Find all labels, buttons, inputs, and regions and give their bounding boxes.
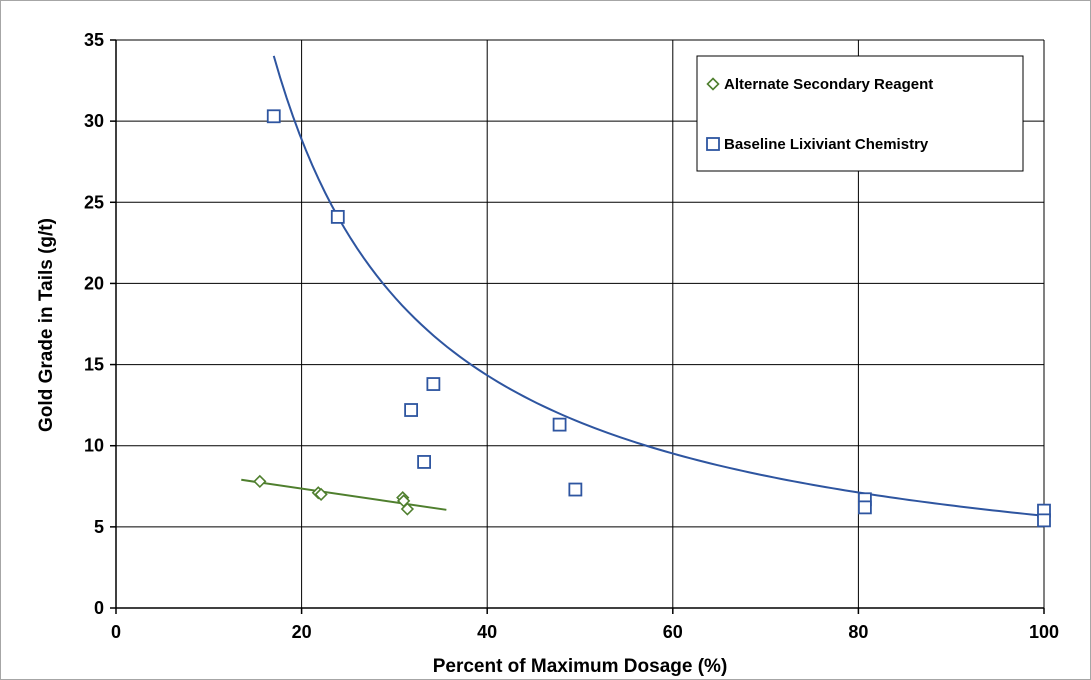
y-tick-label: 35 bbox=[84, 30, 104, 50]
y-axis-title: Gold Grade in Tails (g/t) bbox=[36, 218, 57, 432]
data-point-series-2 bbox=[330, 209, 345, 224]
y-tick-label: 0 bbox=[94, 598, 104, 618]
x-tick-label: 0 bbox=[111, 622, 121, 642]
legend-label-series-1: Alternate Secondary Reagent bbox=[724, 76, 933, 93]
trendline-series-2 bbox=[272, 55, 1045, 517]
trendlines bbox=[241, 55, 1045, 517]
y-tick-label: 15 bbox=[84, 355, 104, 375]
data-point-series-2 bbox=[417, 455, 431, 469]
data-point-series-2 bbox=[266, 109, 281, 124]
data-points bbox=[253, 109, 1051, 528]
x-tick-label: 20 bbox=[292, 622, 312, 642]
x-tick-label: 60 bbox=[663, 622, 683, 642]
x-axis-title: Percent of Maximum Dosage (%) bbox=[433, 656, 728, 677]
legend-marker-series-2 bbox=[706, 137, 720, 151]
x-tick-label: 100 bbox=[1029, 622, 1059, 642]
legend-marker-series-1 bbox=[706, 77, 720, 91]
y-tick-label: 10 bbox=[84, 436, 104, 456]
data-point-series-2 bbox=[552, 417, 567, 432]
y-tick-label: 25 bbox=[84, 192, 104, 212]
data-point-series-2 bbox=[404, 403, 419, 417]
x-tick-label: 80 bbox=[848, 622, 868, 642]
data-point-series-2 bbox=[568, 482, 583, 497]
data-point-series-2 bbox=[426, 377, 441, 391]
trendline-series-1 bbox=[241, 478, 447, 511]
y-tick-label: 20 bbox=[84, 273, 104, 293]
data-point-series-1 bbox=[253, 474, 267, 489]
data-point-series-2 bbox=[857, 500, 872, 515]
y-tick-label: 30 bbox=[84, 111, 104, 131]
axes: 0 5 10 15 20 25 30 35 0 20 40 60 80 100 bbox=[84, 30, 1059, 642]
legend: Alternate Secondary Reagent Baseline Lixi… bbox=[696, 55, 1024, 172]
y-tick-label: 5 bbox=[94, 517, 104, 537]
data-point-series-1 bbox=[314, 487, 328, 502]
legend-box bbox=[696, 55, 1024, 172]
data-point-series-1 bbox=[400, 502, 415, 516]
data-point-series-2 bbox=[1037, 513, 1051, 528]
legend-label-series-2: Baseline Lixiviant Chemistry bbox=[724, 136, 929, 153]
x-tick-label: 40 bbox=[477, 622, 497, 642]
